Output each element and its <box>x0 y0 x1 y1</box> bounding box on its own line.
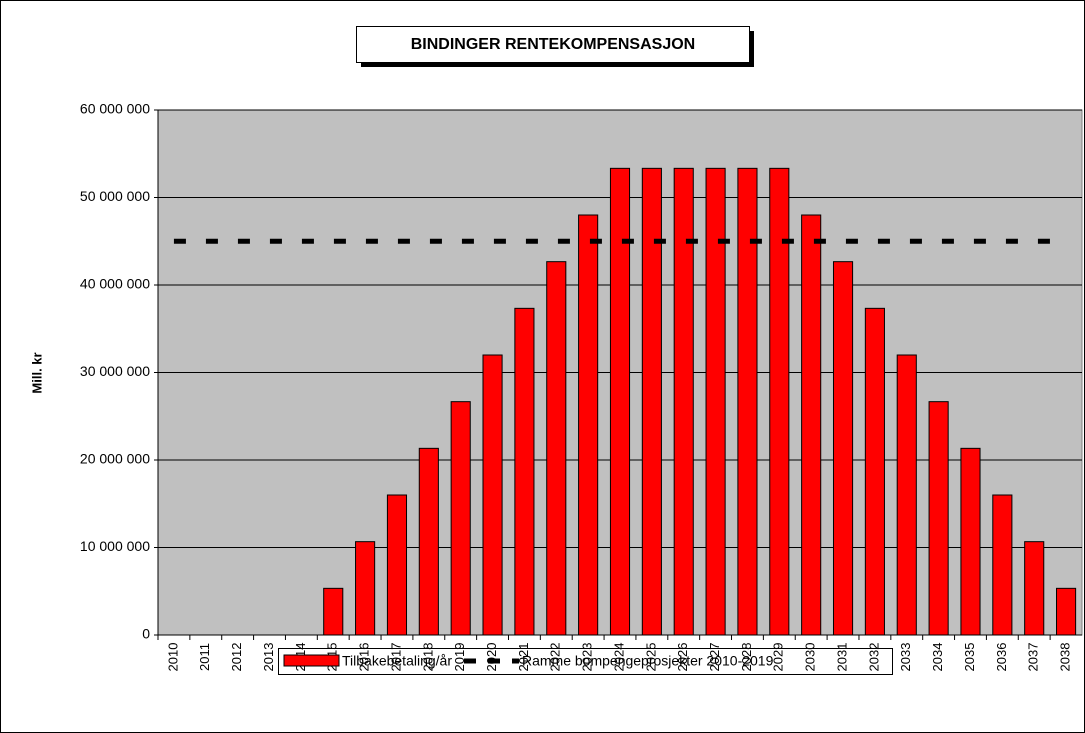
bar <box>864 307 885 636</box>
bar <box>450 401 471 636</box>
x-tick-label: 2033 <box>898 643 913 672</box>
bar <box>992 494 1013 636</box>
bar <box>960 447 981 636</box>
bar <box>482 354 503 636</box>
x-tick-label: 2035 <box>962 643 977 672</box>
bar <box>546 261 567 636</box>
bar <box>386 494 408 636</box>
bar <box>1024 541 1045 636</box>
bar <box>896 354 917 636</box>
x-tick-label: 2025 <box>643 643 658 672</box>
legend-swatch <box>283 654 340 667</box>
x-tick-label: 2012 <box>229 643 244 672</box>
y-tick-label: 10 000 000 <box>80 538 150 554</box>
x-tick-label: 2027 <box>707 643 722 672</box>
bar <box>323 587 344 636</box>
x-tick-label: 2036 <box>994 643 1009 672</box>
bar <box>673 167 694 636</box>
bar <box>1056 587 1077 636</box>
x-tick-label: 2020 <box>484 643 499 672</box>
y-tick-label: 50 000 000 <box>80 188 150 204</box>
y-tick-label: 40 000 000 <box>80 276 150 292</box>
x-tick-label: 2019 <box>452 643 467 672</box>
x-tick-label: 2037 <box>1026 643 1041 672</box>
x-tick-label: 2028 <box>739 643 754 672</box>
x-tick-label: 2016 <box>357 643 372 672</box>
y-tick-label: 60 000 000 <box>80 101 150 117</box>
x-tick-label: 2026 <box>675 643 690 672</box>
bar <box>832 261 854 636</box>
y-axis-label: Mill. kr <box>29 352 44 393</box>
x-tick-label: 2018 <box>420 643 435 672</box>
legend-label: Tilbakebetaling/år <box>342 653 452 669</box>
x-tick-label: 2038 <box>1058 643 1073 672</box>
legend-label: Ramme bompengeprosjekter 2010-2019 <box>522 653 774 669</box>
x-tick-label: 2032 <box>866 643 881 672</box>
y-tick-label: 0 <box>142 626 150 642</box>
y-tick-label: 30 000 000 <box>80 363 150 379</box>
legend-box <box>278 648 893 675</box>
bar <box>355 541 376 636</box>
x-tick-label: 2029 <box>771 643 786 672</box>
x-tick-label: 2022 <box>548 643 563 672</box>
x-tick-label: 2034 <box>930 643 945 672</box>
bar <box>514 307 535 636</box>
bar <box>705 167 726 636</box>
bar <box>737 167 758 636</box>
x-tick-label: 2024 <box>611 643 626 672</box>
x-tick-label: 2011 <box>197 643 212 671</box>
bar <box>578 214 599 636</box>
x-tick-label: 2023 <box>580 643 595 672</box>
bar <box>928 401 949 636</box>
x-tick-label: 2010 <box>165 643 180 672</box>
x-tick-label: 2013 <box>261 643 276 672</box>
bar <box>801 214 822 636</box>
title-box <box>356 26 750 63</box>
chart-title: BINDINGER RENTEKOMPENSASJON <box>411 36 695 53</box>
x-tick-label: 2021 <box>516 643 531 672</box>
bar <box>641 167 662 636</box>
bar <box>769 167 790 636</box>
bar <box>418 447 439 636</box>
y-tick-label: 20 000 000 <box>80 451 150 467</box>
x-tick-label: 2031 <box>834 643 849 672</box>
x-tick-label: 2030 <box>803 643 818 672</box>
bar <box>609 167 631 636</box>
x-tick-label: 2017 <box>388 643 403 672</box>
